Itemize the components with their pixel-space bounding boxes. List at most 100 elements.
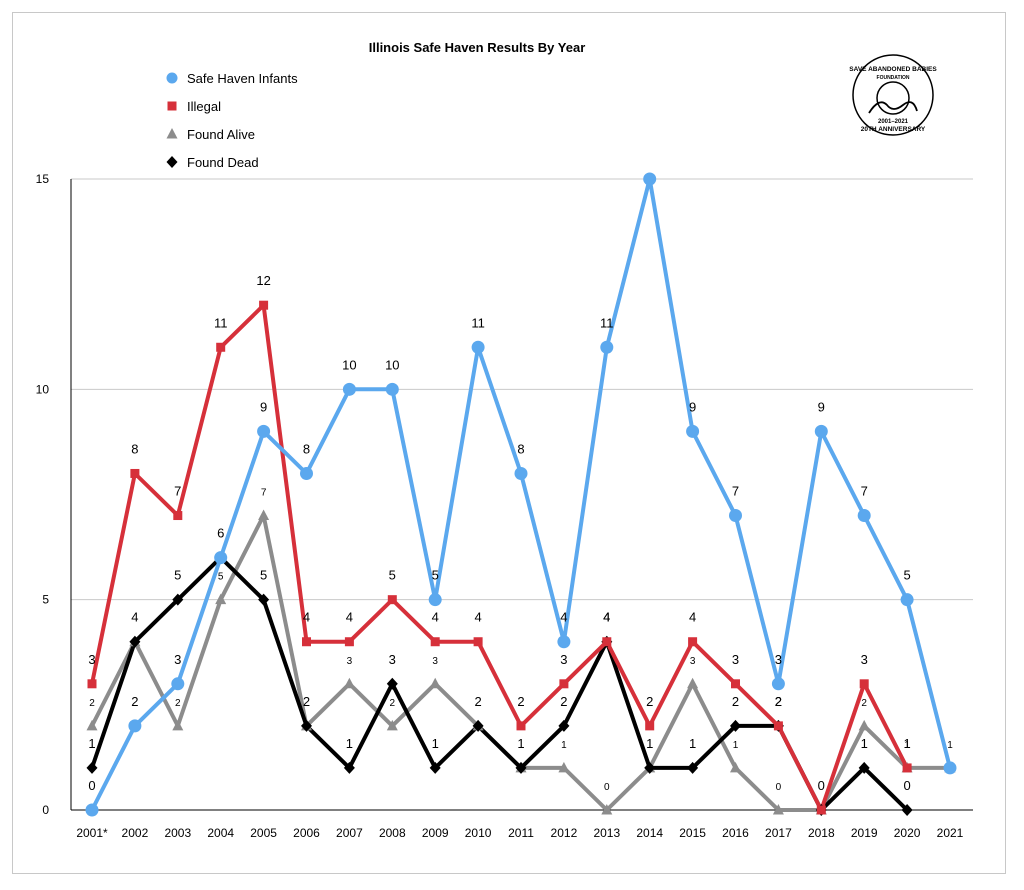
marker-square (859, 679, 869, 689)
data-label: 11 (214, 315, 228, 330)
marker-diamond (258, 593, 270, 606)
marker-diamond (129, 635, 141, 648)
data-label: 11 (471, 315, 485, 330)
marker-circle (214, 551, 228, 565)
marker-square (130, 468, 140, 478)
marker-triangle (215, 593, 227, 605)
data-label: 5 (174, 568, 181, 583)
logo-sub-text: FOUNDATION (877, 75, 910, 81)
data-label: 1 (346, 736, 353, 751)
data-label: 2 (131, 694, 138, 709)
data-label: 4 (474, 610, 481, 625)
data-label: 2 (303, 694, 310, 709)
marker-triangle (343, 677, 355, 689)
data-label: 0 (903, 778, 910, 793)
marker-circle (857, 509, 871, 523)
data-label: 6 (217, 526, 224, 541)
data-label: 2 (89, 698, 95, 709)
data-label: 4 (303, 610, 310, 625)
marker-circle (900, 593, 914, 607)
marker-circle (643, 172, 657, 186)
data-label: 9 (689, 399, 696, 414)
marker-diamond (172, 593, 184, 606)
marker-diamond (515, 761, 527, 774)
data-label: 2 (775, 694, 782, 709)
y-tick-label: 15 (36, 172, 50, 186)
chart-frame: Illinois Safe Haven Results By Year 0 5 10… (12, 12, 1006, 874)
marker-circle (814, 424, 828, 438)
marker-triangle (772, 804, 784, 815)
series-line-1 (90, 303, 910, 812)
x-tick-label: 2004 (207, 826, 234, 840)
data-label: 8 (303, 441, 310, 456)
x-tick-label: 2009 (422, 826, 449, 840)
data-label: 3 (389, 652, 396, 667)
data-label: 2 (732, 694, 739, 709)
marker-diamond (901, 804, 913, 816)
data-label: 4 (689, 610, 696, 625)
marker-triangle (386, 719, 398, 731)
legend-label: Safe Haven Infants (187, 71, 298, 86)
data-label: 5 (432, 568, 439, 583)
marker-circle (171, 677, 185, 691)
marker-circle (600, 340, 614, 354)
data-label: 7 (174, 484, 181, 499)
data-label: 1 (646, 736, 653, 751)
data-label: 9 (818, 399, 825, 414)
x-tick-label: 2001* (76, 826, 108, 840)
marker-diamond (558, 719, 570, 732)
marker-triangle (558, 761, 570, 773)
marker-square (559, 679, 569, 689)
data-label: 3 (347, 656, 353, 667)
logo-years: 2001–2021 (878, 119, 909, 125)
marker-square (602, 637, 612, 647)
x-tick-label: 2008 (379, 826, 406, 840)
marker-square (731, 679, 740, 689)
marker-circle (342, 382, 356, 396)
marker-diamond (429, 761, 441, 774)
x-tick-label: 2006 (293, 826, 320, 840)
x-tick-label: 2018 (808, 826, 835, 840)
x-tick-label: 2016 (722, 826, 749, 840)
data-label: 1 (904, 740, 910, 751)
chart-title: Illinois Safe Haven Results By Year (369, 40, 586, 55)
foundation-logo: SAVE ABANDONED BABIES FOUNDATION 2001–20… (849, 54, 937, 136)
marker-triangle (172, 719, 184, 731)
marker-square (302, 637, 311, 647)
x-tick-label: 2002 (122, 826, 149, 840)
data-label: 0 (604, 782, 610, 793)
series-markers (85, 172, 957, 817)
data-label: 3 (432, 656, 438, 667)
x-tick-label: 2014 (636, 826, 663, 840)
data-label: 5 (218, 572, 224, 583)
series-line-3 (90, 555, 910, 812)
y-tick-label: 5 (42, 593, 49, 607)
data-label: 10 (385, 357, 399, 372)
logo-baby-head (876, 81, 910, 115)
marker-circle (686, 424, 700, 438)
data-label: 7 (261, 488, 267, 499)
marker-circle (729, 509, 742, 523)
marker-circle (943, 761, 957, 775)
data-label: 4 (432, 610, 439, 625)
marker-square (173, 511, 183, 521)
marker-diamond (472, 719, 484, 732)
data-label: 2 (474, 694, 481, 709)
x-tick-label: 2019 (851, 826, 878, 840)
marker-circle (128, 719, 142, 733)
marker-square (688, 637, 698, 647)
marker-circle (471, 340, 485, 354)
data-label: 1 (733, 740, 739, 751)
data-label: 4 (131, 610, 138, 625)
marker-square (430, 637, 440, 647)
marker-circle (257, 424, 271, 438)
legend-marker-diamond (166, 156, 178, 168)
logo-top-text: SAVE ABANDONED BABIES (849, 66, 937, 73)
marker-circle (385, 382, 399, 396)
data-label: 2 (861, 698, 867, 709)
marker-triangle (258, 509, 270, 521)
data-label: 3 (88, 652, 95, 667)
marker-triangle (730, 761, 741, 773)
marker-triangle (687, 677, 699, 689)
marker-triangle (601, 804, 613, 815)
